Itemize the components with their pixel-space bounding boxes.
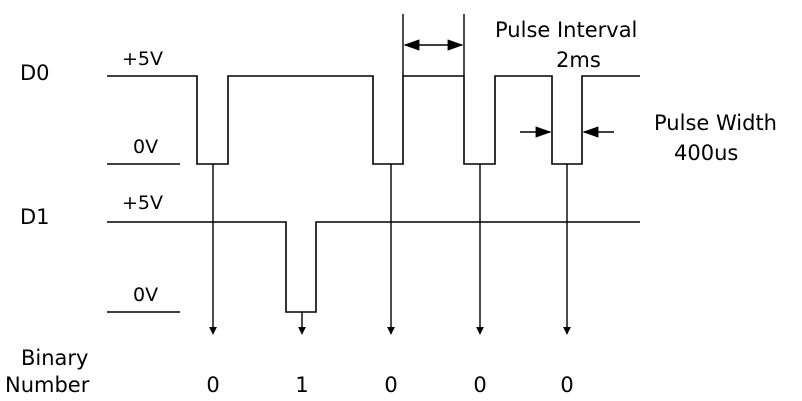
d0-high-label: +5V (122, 48, 163, 70)
d1-high-label: +5V (122, 192, 163, 214)
pulse-interval-title: Pulse Interval (495, 18, 637, 42)
binary-label-line2: Number (5, 373, 90, 397)
binary-digit-4: 0 (560, 373, 573, 397)
d1-low-label: 0V (133, 284, 158, 306)
pulse-interval-value: 2ms (556, 48, 601, 72)
binary-digit-2: 0 (384, 373, 397, 397)
pulse-width-value: 400us (674, 141, 738, 165)
pulse-width-title: Pulse Width (654, 111, 777, 135)
binary-digit-3: 0 (473, 373, 486, 397)
binary-digit-0: 0 (206, 373, 219, 397)
binary-digit-1: 1 (295, 373, 308, 397)
d0-label: D0 (20, 61, 50, 85)
d0-low-label: 0V (133, 136, 158, 158)
d1-waveform (107, 221, 640, 313)
d1-label: D1 (20, 205, 50, 229)
d0-waveform (107, 75, 640, 165)
binary-label-line1: Binary (21, 346, 88, 370)
